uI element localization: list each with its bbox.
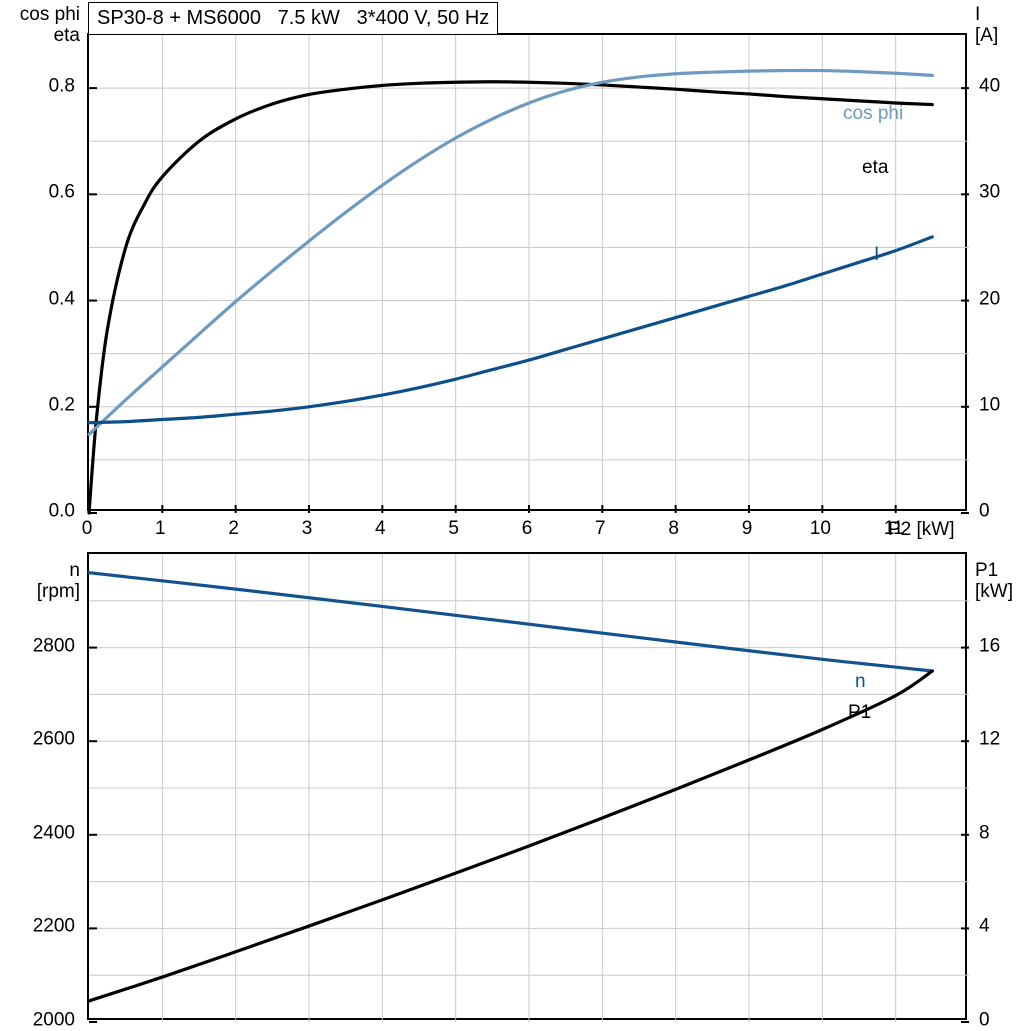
tick-label: 20 bbox=[979, 288, 1001, 310]
curve-label-power: P1 bbox=[848, 702, 872, 723]
bottom-chart: n [rpm] P1 [kW] 2000 2200 2400 2600 2800 0 4 8… bbox=[0, 548, 1024, 1030]
tick-label: 8 bbox=[668, 518, 679, 539]
tick-label: 11 bbox=[883, 518, 904, 539]
bottom-left-axis-title-line1: n bbox=[69, 560, 80, 581]
tick-label: 3 bbox=[301, 518, 313, 539]
tick-label: 0 bbox=[979, 500, 990, 522]
top-right-axis-title: I [A] bbox=[975, 4, 1024, 46]
top-right-axis-title-line2: [A] bbox=[975, 25, 999, 46]
top-left-axis-title-line1: cos phi bbox=[19, 4, 80, 25]
tick-label: 12 bbox=[979, 728, 1001, 750]
tick-label: 2 bbox=[228, 518, 239, 539]
tick-label: 40 bbox=[979, 75, 1001, 97]
tick-label: 30 bbox=[979, 181, 1001, 203]
top-right-axis-title-line1: I bbox=[975, 4, 981, 25]
bottom-plot-area bbox=[87, 552, 969, 1023]
tick-label: 4 bbox=[979, 915, 990, 937]
tick-label: 4 bbox=[375, 518, 386, 539]
curve-label-speed: n bbox=[855, 671, 866, 692]
tick-label: 1 bbox=[155, 518, 166, 539]
tick-label: 0.2 bbox=[48, 394, 75, 416]
bottom-left-axis-title-line2: [rpm] bbox=[36, 581, 80, 602]
tick-label: 16 bbox=[979, 635, 1001, 657]
tick-label: 2600 bbox=[32, 728, 75, 750]
tick-label: 0.6 bbox=[48, 181, 75, 203]
top-chart: cos phi eta I [A] SP30-8 + MS6000 7.5 kW… bbox=[0, 2, 1024, 540]
tick-label: 0.8 bbox=[48, 75, 75, 97]
top-plot-area bbox=[87, 33, 969, 515]
tick-label: 2800 bbox=[32, 635, 75, 657]
tick-label: 0.4 bbox=[48, 288, 75, 310]
tick-label: 2200 bbox=[32, 915, 75, 937]
tick-label: 8 bbox=[979, 822, 990, 844]
tick-label: 7 bbox=[595, 518, 606, 539]
tick-label: 5 bbox=[448, 518, 459, 539]
chart-title-box: SP30-8 + MS6000 7.5 kW 3*400 V, 50 Hz bbox=[88, 2, 499, 35]
bottom-right-axis-title-line1: P1 bbox=[975, 560, 999, 581]
top-x-axis-title: P2 [kW] bbox=[888, 519, 955, 540]
curve-label-eta: eta bbox=[862, 157, 889, 178]
tick-label: 2400 bbox=[32, 822, 75, 844]
tick-label: 10 bbox=[809, 518, 831, 539]
top-left-axis-title: cos phi eta bbox=[0, 4, 80, 46]
tick-label: 0 bbox=[979, 1009, 990, 1031]
curve-label-cos-phi: cos phi bbox=[843, 103, 904, 124]
tick-label: 10 bbox=[979, 394, 1001, 416]
bottom-right-axis-title: P1 [kW] bbox=[975, 560, 1024, 602]
curve-label-current: I bbox=[874, 244, 880, 265]
tick-label: 0 bbox=[81, 518, 93, 539]
tick-label: 0.0 bbox=[48, 500, 75, 522]
bottom-left-axis-title: n [rpm] bbox=[0, 560, 80, 602]
bottom-right-axis-title-line2: [kW] bbox=[975, 581, 1013, 602]
tick-label: 9 bbox=[741, 518, 753, 539]
tick-label: 2000 bbox=[32, 1009, 75, 1031]
top-left-axis-title-line2: eta bbox=[53, 25, 80, 46]
tick-label: 6 bbox=[521, 518, 533, 539]
